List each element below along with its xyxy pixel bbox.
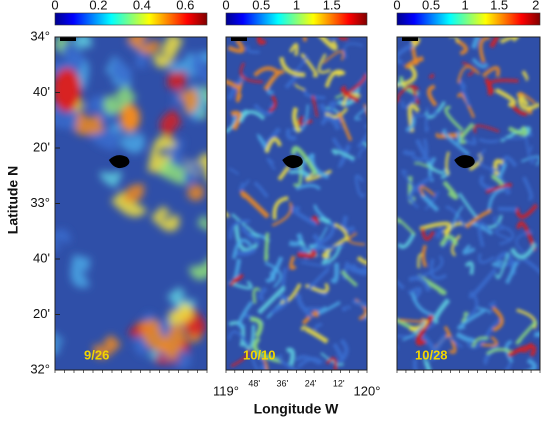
land (402, 37, 418, 41)
field-streak (108, 173, 119, 181)
colorbar (55, 13, 207, 25)
field-streak (174, 72, 178, 90)
land (60, 37, 76, 41)
colorbar-tick-label: 1.5 (323, 0, 341, 12)
field-streak (185, 91, 189, 106)
y-tick-label: 33° (30, 195, 50, 210)
colorbar-tick-label: 0.4 (133, 0, 151, 12)
colorbar-tick-label: 0 (51, 0, 58, 12)
colorbar-tick-label: 1 (461, 0, 468, 12)
field-streak (332, 72, 342, 75)
y-tick-label: 40' (33, 250, 50, 265)
field-streak (200, 219, 212, 225)
colorbar-tick-label: 0 (393, 0, 400, 12)
x-tick-label: 119° (213, 383, 239, 398)
colorbar-tick-label: 0.5 (422, 0, 440, 12)
field-streak (501, 138, 524, 139)
field-streak (206, 213, 228, 224)
y-tick-label: 32° (30, 361, 50, 376)
colorbar-tick-label: 0.6 (176, 0, 194, 12)
field-streak (340, 23, 349, 38)
x-axis-title: Longitude W (254, 401, 340, 417)
colorbar (397, 13, 540, 25)
y-tick-label: 40' (33, 84, 50, 99)
panel-label: 9/26 (84, 347, 109, 362)
x-tick-label: 24' (305, 378, 317, 388)
field-streak (530, 146, 531, 152)
field-streak (81, 116, 101, 126)
field-streak (404, 151, 415, 153)
colorbar (226, 13, 367, 25)
field-streak (76, 40, 85, 47)
y-tick-label: 34° (30, 28, 50, 43)
panel-label: 10/10 (243, 347, 276, 362)
x-tick-label: 12' (333, 378, 345, 388)
colorbar-tick-label: 1 (293, 0, 300, 12)
field-blob (53, 68, 81, 112)
field-blob (120, 104, 140, 132)
colorbar-tick-label: 2 (532, 0, 539, 12)
field-streak (161, 166, 184, 177)
map-panel (48, 34, 219, 370)
colorbar-tick-label: 0.2 (89, 0, 107, 12)
x-tick-label: 36' (277, 378, 289, 388)
panel-label: 10/28 (415, 347, 448, 362)
land (231, 37, 247, 41)
colorbar-tick-label: 0.5 (252, 0, 270, 12)
field-streak (55, 114, 77, 120)
map-panel (206, 15, 384, 388)
y-axis-title: Latitude N (5, 166, 21, 234)
map-panel (378, 34, 550, 381)
field-streak (198, 56, 219, 79)
maps (48, 15, 550, 388)
colorbar-tick-label: 0 (222, 0, 229, 12)
colorbar-tick-label: 1.5 (490, 0, 508, 12)
field-streak (305, 309, 321, 310)
y-tick-label: 20' (33, 306, 50, 321)
field-streak (266, 233, 267, 260)
field-streak (360, 195, 363, 197)
x-tick-label: 48' (248, 378, 260, 388)
y-tick-label: 20' (33, 139, 50, 154)
colorbar-ticks: 0 0.2 0.4 0.6 0 0.5 1 1.5 0 0.5 1 1.5 2 (51, 0, 539, 12)
x-tick-label: 120° (354, 383, 381, 398)
